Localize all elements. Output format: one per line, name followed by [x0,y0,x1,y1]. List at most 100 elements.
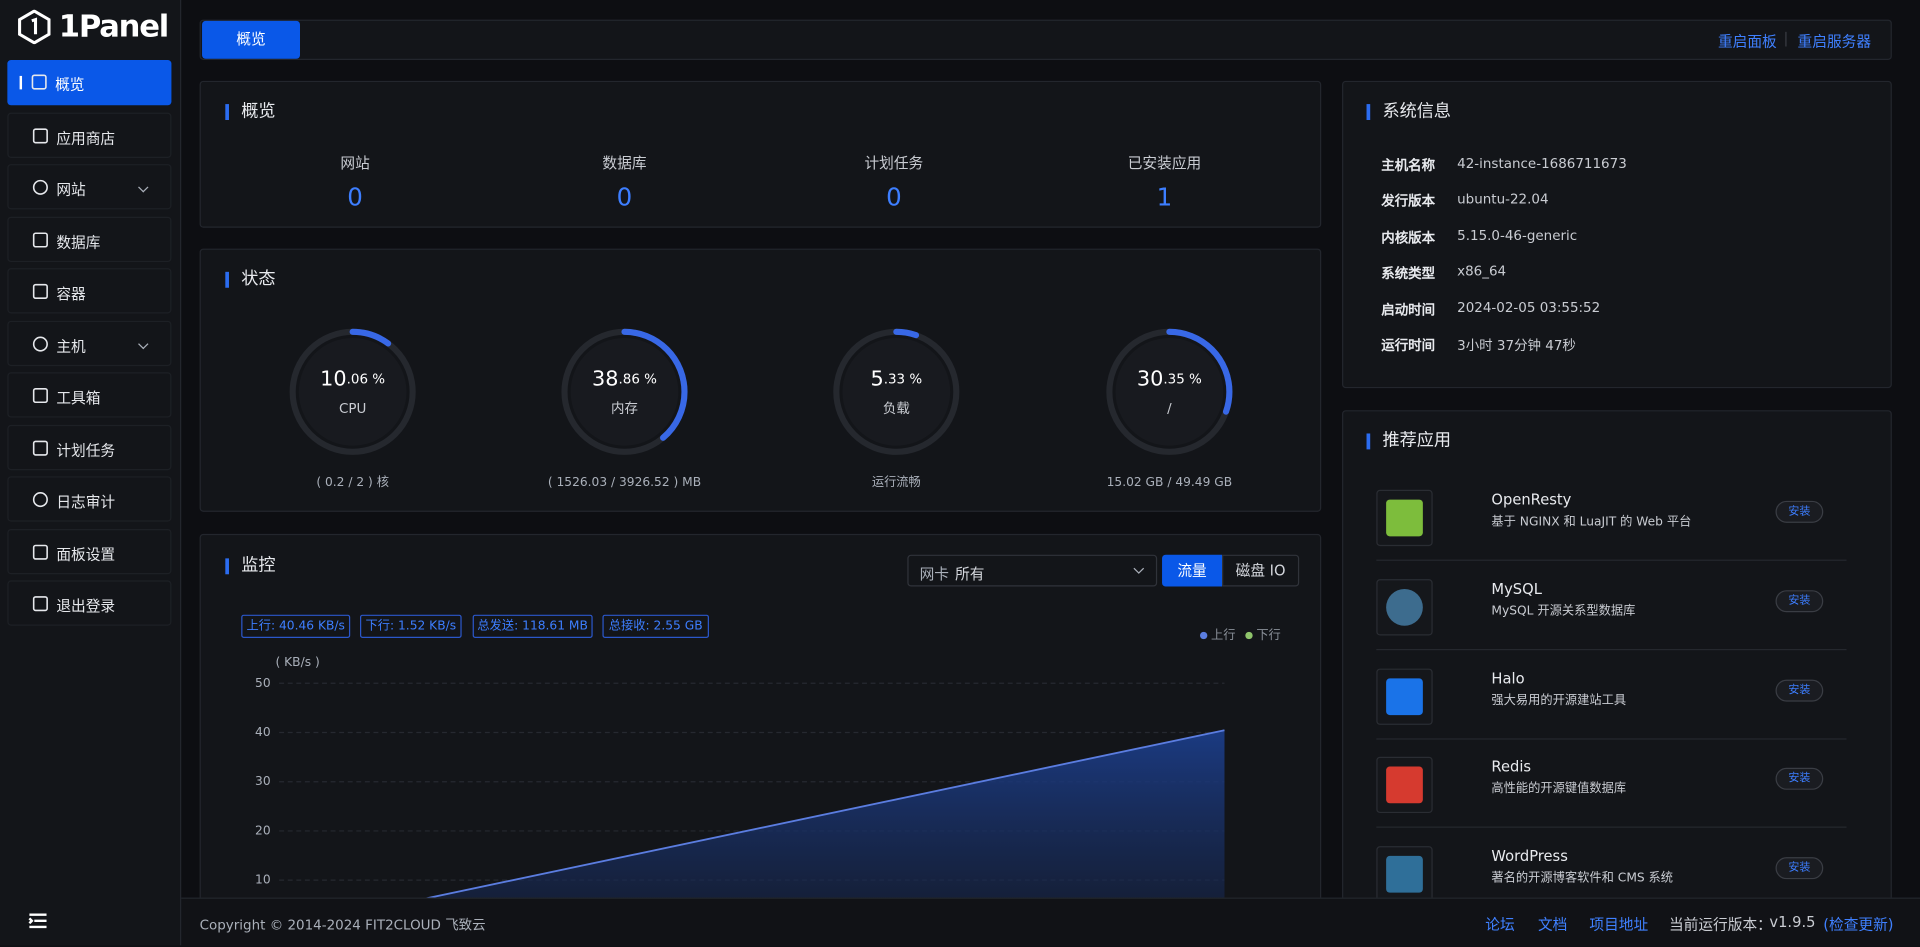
header-link[interactable]: 重启面板 [1717,33,1777,51]
tab-button[interactable]: 流量 [1162,554,1223,587]
menu-item[interactable]: 容器 [7,268,172,314]
separator [1376,559,1847,561]
stat-tag: 上行: 40.46 KB/s [241,614,351,638]
icon-shape [32,596,48,612]
app-icon-frame [1376,846,1433,898]
y-tick-label: 10 [255,873,271,887]
overview-value[interactable]: 0 [616,182,633,212]
app-icon [1386,677,1423,715]
gauge-label: 内存 [611,401,638,417]
y-tick-label: 50 [255,676,271,690]
gauge-arc [289,328,416,455]
footer-link[interactable]: 论坛 [1485,915,1515,934]
separator [1376,648,1847,650]
check-update[interactable]: (检查更新) [1823,915,1894,934]
y-tick-label: 40 [255,725,271,739]
menu-icon [32,283,48,299]
menu-label: 计划任务 [56,441,116,459]
menu-item[interactable]: 网站 [7,164,172,210]
collapse-icon[interactable] [28,912,48,929]
value-whole: 10 [320,367,346,391]
app-icon-frame [1376,757,1433,814]
overview-value[interactable]: 1 [1156,182,1173,212]
overview-label: 计划任务 [864,154,924,172]
app-name: Halo [1491,669,1525,687]
divider [1785,31,1787,47]
logo-text: 1Panel [58,8,170,45]
menu-item[interactable]: 计划任务 [7,424,172,470]
menu-item[interactable]: 数据库 [7,216,172,262]
select-value: 所有 [955,565,985,583]
app-icon [1386,499,1423,537]
menu-label: 数据库 [56,233,101,251]
tab[interactable]: 概览 [202,20,301,59]
overview-panel [199,80,1322,228]
gauge-arc [561,328,688,455]
gauge-detail: 15.02 GB / 49.49 GB [1107,475,1232,489]
gauge-bg [1115,337,1224,446]
menu-item[interactable]: 应用商店 [7,112,172,158]
install-button[interactable]: 安装 [1775,679,1824,702]
overview-value[interactable]: 0 [886,182,902,212]
value-fraction: .86 % [618,373,657,388]
gauge-arc [833,328,960,455]
menu-item[interactable]: 日志审计 [7,476,172,522]
info-value: 5.15.0-46-generic [1457,227,1578,244]
footer-link[interactable]: 项目地址 [1589,915,1649,934]
menu-icon [32,440,48,456]
info-value: 3小时 37分钟 47秒 [1457,337,1576,354]
icon-shape [31,74,47,90]
gauge-label: 负载 [883,401,910,417]
menu-item[interactable]: 主机 [7,320,172,366]
menu-label: 主机 [56,337,86,355]
menu-label: 工具箱 [56,389,101,407]
y-tick-label: 20 [255,823,271,837]
legend-dot [1245,631,1253,640]
version-label: 当前运行版本： [1668,915,1772,934]
menu-label: 退出登录 [56,597,116,615]
overview-label: 网站 [340,154,370,172]
icon-shape [32,283,48,299]
header-link[interactable]: 重启服务器 [1797,33,1872,51]
info-value: x86_64 [1457,263,1507,280]
nic-select[interactable]: 网卡 所有 [907,554,1158,587]
stat-tag: 总接收: 2.55 GB [602,614,709,638]
panel-title: 监控 [225,557,276,574]
sidebar: 1Panel 概览应用商店网站数据库容器主机工具箱计划任务日志审计面板设置退出登… [0,0,182,946]
overview-value[interactable]: 0 [347,182,363,212]
footer-link[interactable]: 文档 [1537,915,1568,934]
icon-shape [32,179,48,195]
app-icon [1386,767,1423,804]
menu-icon [31,74,47,90]
install-button[interactable]: 安装 [1775,768,1824,791]
menu-item[interactable]: 退出登录 [7,580,172,626]
install-button[interactable]: 安装 [1775,500,1824,523]
value-whole: 5 [870,367,883,391]
tab-button[interactable]: 磁盘 IO [1222,554,1300,587]
logo-icon [18,9,51,45]
select-label: 网卡 [919,565,949,583]
menu-item[interactable]: 面板设置 [7,528,172,574]
install-button[interactable]: 安装 [1775,857,1824,880]
menu-label: 概览 [55,75,85,94]
value-fraction: .35 % [1163,373,1202,388]
footer: Copyright © 2014-2024 FIT2CLOUD 飞致云 论坛 文… [0,897,1920,947]
legend-dot [1200,631,1208,640]
gauge-value: 10.06 % [320,367,385,391]
icon-shape [32,335,48,352]
app-desc: 著名的开源博客软件和 CMS 系统 [1491,872,1674,886]
app-icon [1386,588,1423,626]
menu-label: 容器 [56,285,86,303]
panel-title: 概览 [225,103,276,120]
menu-item[interactable]: 工具箱 [7,372,172,418]
install-button[interactable]: 安装 [1775,589,1824,612]
menu-icon [32,231,48,247]
info-label: 内核版本 [1381,229,1436,246]
app-desc: MySQL 开源关系型数据库 [1491,604,1636,619]
chevron [138,338,149,349]
menu-item[interactable]: 概览 [7,60,172,106]
legend-label: 上行 [1211,628,1235,642]
info-value: 2024-02-05 03:55:52 [1457,299,1601,316]
